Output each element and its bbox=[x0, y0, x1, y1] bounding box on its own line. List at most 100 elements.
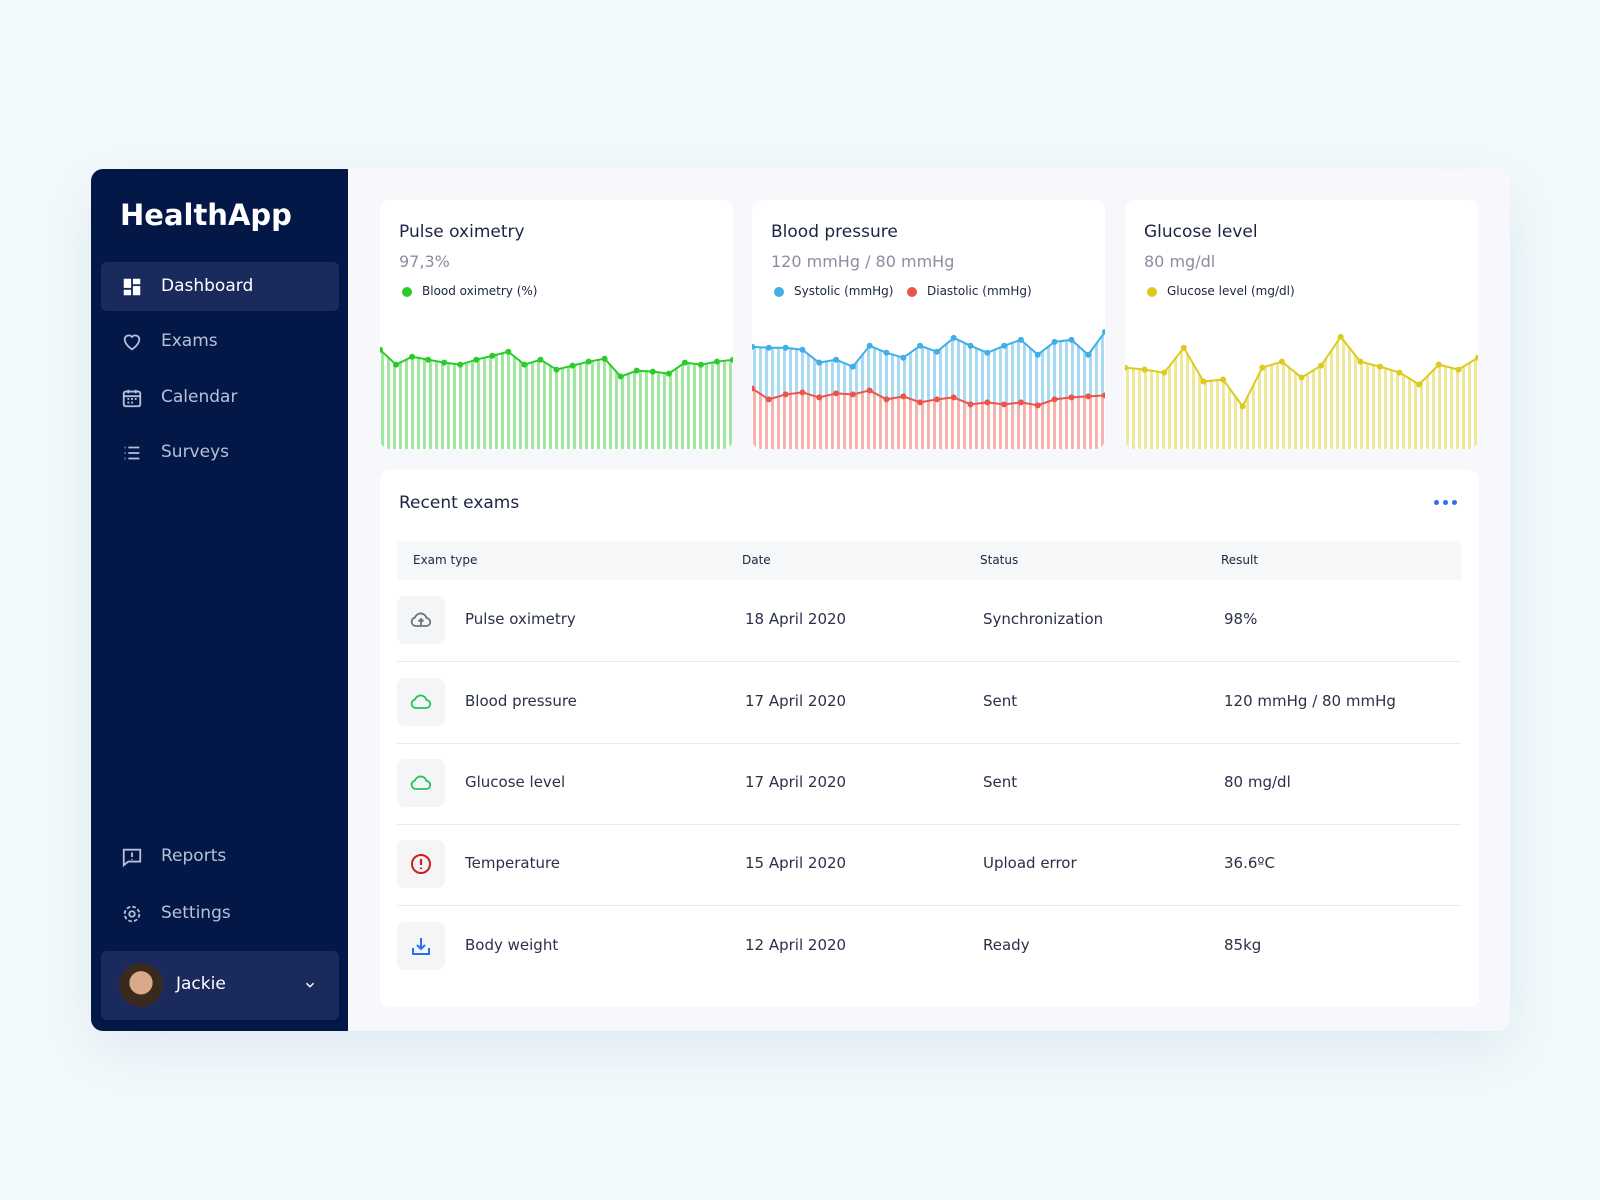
point bbox=[697, 361, 704, 368]
table-cell: Temperature bbox=[465, 854, 561, 872]
column-header: Date bbox=[742, 553, 771, 567]
sidebar bbox=[91, 169, 348, 1031]
point bbox=[950, 394, 957, 401]
dot bbox=[1443, 500, 1448, 505]
chart-subtitle: 80 mg/dl bbox=[1144, 252, 1216, 271]
point bbox=[816, 394, 823, 401]
point bbox=[1017, 399, 1024, 406]
nav-item[interactable]: Dashboard bbox=[161, 276, 254, 296]
point bbox=[1278, 358, 1285, 365]
area-fill bbox=[1125, 336, 1478, 449]
point bbox=[1435, 361, 1442, 368]
point bbox=[1102, 392, 1105, 399]
point bbox=[585, 358, 592, 365]
point bbox=[900, 354, 907, 361]
point bbox=[917, 399, 924, 406]
point bbox=[601, 355, 608, 362]
more-button[interactable] bbox=[1434, 494, 1460, 510]
table-cell: 15 April 2020 bbox=[745, 854, 847, 872]
legend-dot bbox=[907, 287, 917, 297]
point bbox=[730, 356, 733, 363]
point bbox=[393, 361, 400, 368]
point bbox=[967, 342, 974, 349]
row-divider bbox=[397, 742, 1461, 744]
point bbox=[1068, 336, 1075, 343]
table-cell: 36.6ºC bbox=[1224, 854, 1275, 872]
point bbox=[752, 343, 755, 350]
point bbox=[649, 368, 656, 375]
point bbox=[984, 349, 991, 356]
nav-item[interactable]: Exams bbox=[161, 331, 218, 351]
point bbox=[782, 391, 789, 398]
point bbox=[1475, 354, 1478, 361]
point bbox=[1161, 369, 1168, 376]
chart-card: Pulse oximetry 97,3% Blood oximetry (%) bbox=[380, 200, 733, 449]
point bbox=[1102, 328, 1105, 335]
point bbox=[883, 396, 890, 403]
table-cell: Glucose level bbox=[465, 773, 566, 791]
legend-label: Systolic (mmHg) bbox=[794, 284, 894, 298]
point bbox=[1034, 402, 1041, 409]
point bbox=[782, 344, 789, 351]
nav-item[interactable]: Calendar bbox=[161, 387, 238, 407]
point bbox=[441, 359, 448, 366]
point bbox=[1396, 369, 1403, 376]
nav-icon bbox=[123, 278, 141, 296]
point bbox=[1068, 394, 1075, 401]
row-divider bbox=[397, 823, 1461, 825]
status-icon bbox=[412, 938, 430, 955]
point bbox=[833, 356, 840, 363]
point bbox=[1051, 338, 1058, 345]
nav-item[interactable]: Surveys bbox=[161, 442, 229, 462]
point bbox=[1416, 381, 1423, 388]
legend-label: Glucose level (mg/dl) bbox=[1167, 284, 1295, 298]
status-icon bbox=[410, 694, 432, 709]
section-title: Recent exams bbox=[399, 493, 520, 513]
nav-item[interactable]: Reports bbox=[161, 846, 227, 866]
dot bbox=[1452, 500, 1457, 505]
point bbox=[1200, 378, 1207, 385]
status-icon bbox=[410, 775, 432, 790]
point bbox=[713, 358, 720, 365]
area-fill bbox=[380, 349, 733, 449]
user-name: Jackie bbox=[176, 974, 226, 994]
point bbox=[1085, 393, 1092, 400]
point bbox=[537, 356, 544, 363]
avatar bbox=[119, 963, 163, 1007]
row-divider bbox=[397, 661, 1461, 662]
point bbox=[1220, 376, 1227, 383]
area-fill bbox=[752, 331, 1105, 406]
chart-title: Blood pressure bbox=[771, 222, 898, 242]
brand: HealthApp bbox=[120, 198, 292, 232]
nav-active-bg bbox=[101, 262, 339, 311]
table-cell: 12 April 2020 bbox=[745, 936, 847, 954]
table-cell: 18 April 2020 bbox=[745, 610, 847, 628]
point bbox=[900, 393, 907, 400]
point bbox=[1180, 344, 1187, 351]
column-header: Exam type bbox=[413, 553, 478, 567]
nav-icon bbox=[123, 905, 141, 923]
chevron bbox=[305, 982, 315, 988]
chart-card: Glucose level 80 mg/dl Glucose level (mg/d… bbox=[1125, 200, 1478, 449]
nav-item[interactable]: Settings bbox=[161, 903, 231, 923]
point bbox=[765, 344, 772, 351]
table-cell: 17 April 2020 bbox=[745, 773, 847, 791]
column-header: Result bbox=[1221, 553, 1259, 567]
table-header bbox=[397, 541, 1461, 580]
icon-box bbox=[397, 759, 445, 807]
point bbox=[1455, 366, 1462, 373]
point bbox=[799, 389, 806, 396]
point bbox=[681, 359, 688, 366]
table-cell: Pulse oximetry bbox=[465, 610, 576, 628]
point bbox=[633, 367, 640, 374]
column-header: Status bbox=[980, 553, 1019, 567]
point bbox=[1318, 362, 1325, 369]
point bbox=[833, 390, 840, 397]
point bbox=[1034, 351, 1041, 358]
point bbox=[425, 356, 432, 363]
point bbox=[1298, 374, 1305, 381]
table-cell: 120 mmHg / 80 mmHg bbox=[1224, 692, 1396, 710]
chart-card: Blood pressure 120 mmHg / 80 mmHg Systolic… bbox=[752, 200, 1105, 449]
point bbox=[1376, 363, 1383, 370]
